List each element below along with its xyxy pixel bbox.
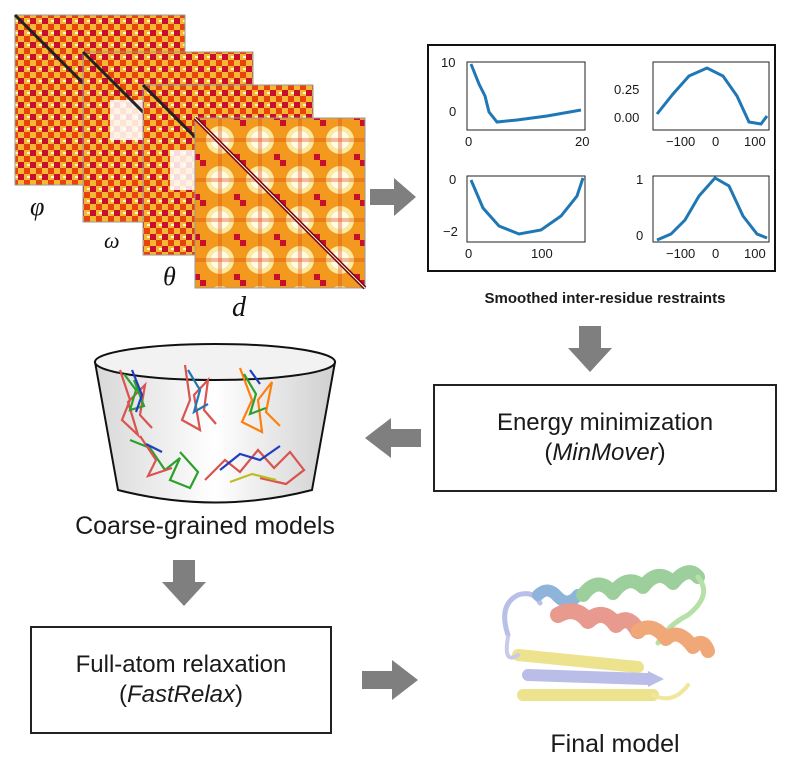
energy-minimization-title: Energy minimization [496, 409, 714, 436]
plot-3 [466, 175, 586, 243]
plot2-ytick-bottom: 0.00 [614, 110, 640, 125]
restraints-caption: Smoothed inter-residue restraints [484, 290, 726, 307]
full-atom-relaxation-box: Full-atom relaxation (FastRelax) [30, 626, 332, 734]
plot2-xtick-1: 0 [712, 134, 720, 149]
plot4-xtick-0: −100 [666, 246, 696, 261]
coarse-models-label: Coarse-grained models [75, 512, 335, 540]
plot1-ytick-top: 10 [441, 55, 456, 70]
plot2-xtick-0: −100 [666, 134, 696, 149]
restraint-plots-panel [427, 44, 776, 272]
map-distance [193, 116, 367, 290]
full-atom-relaxation-title: Full-atom relaxation [75, 651, 287, 678]
arrow-down-icon [568, 326, 612, 372]
label-distance: d [232, 292, 246, 323]
arrow-down-icon [162, 560, 206, 606]
plot3-ytick-top: 0 [449, 172, 457, 187]
plot2-ytick-top: 0.25 [614, 82, 640, 97]
plot1-xtick-left: 0 [465, 134, 473, 149]
arrow-left-icon [365, 418, 421, 458]
plot-2 [652, 61, 770, 131]
full-atom-relaxation-method: (FastRelax) [118, 681, 244, 708]
label-phi: φ [30, 192, 45, 221]
final-model-structure [502, 565, 715, 701]
label-omega: ω [104, 228, 120, 253]
plot3-ytick-bottom: −2 [443, 224, 458, 239]
plot1-xtick-right: 20 [575, 134, 590, 149]
arrow-right-icon [370, 178, 416, 216]
plot2-xtick-2: 100 [744, 134, 766, 149]
plot1-ytick-bottom: 0 [449, 104, 457, 119]
inter-residue-maps [13, 13, 367, 290]
plot3-xtick-1: 100 [531, 246, 553, 261]
plot4-xtick-1: 0 [712, 246, 720, 261]
restraint-plots [466, 61, 770, 243]
coarse-models-bucket [93, 343, 337, 504]
arrow-right-icon [362, 660, 418, 700]
plot3-xtick-0: 0 [465, 246, 473, 261]
label-theta: θ [163, 262, 176, 291]
final-model-label: Final model [550, 730, 680, 758]
plot-4 [652, 175, 770, 243]
plot4-ytick-top: 1 [636, 172, 644, 187]
plot4-xtick-2: 100 [744, 246, 766, 261]
energy-minimization-method: (MinMover) [544, 439, 666, 466]
plot-1 [466, 61, 586, 131]
energy-minimization-box: Energy minimization (MinMover) [433, 384, 777, 492]
plot4-ytick-bottom: 0 [636, 228, 644, 243]
